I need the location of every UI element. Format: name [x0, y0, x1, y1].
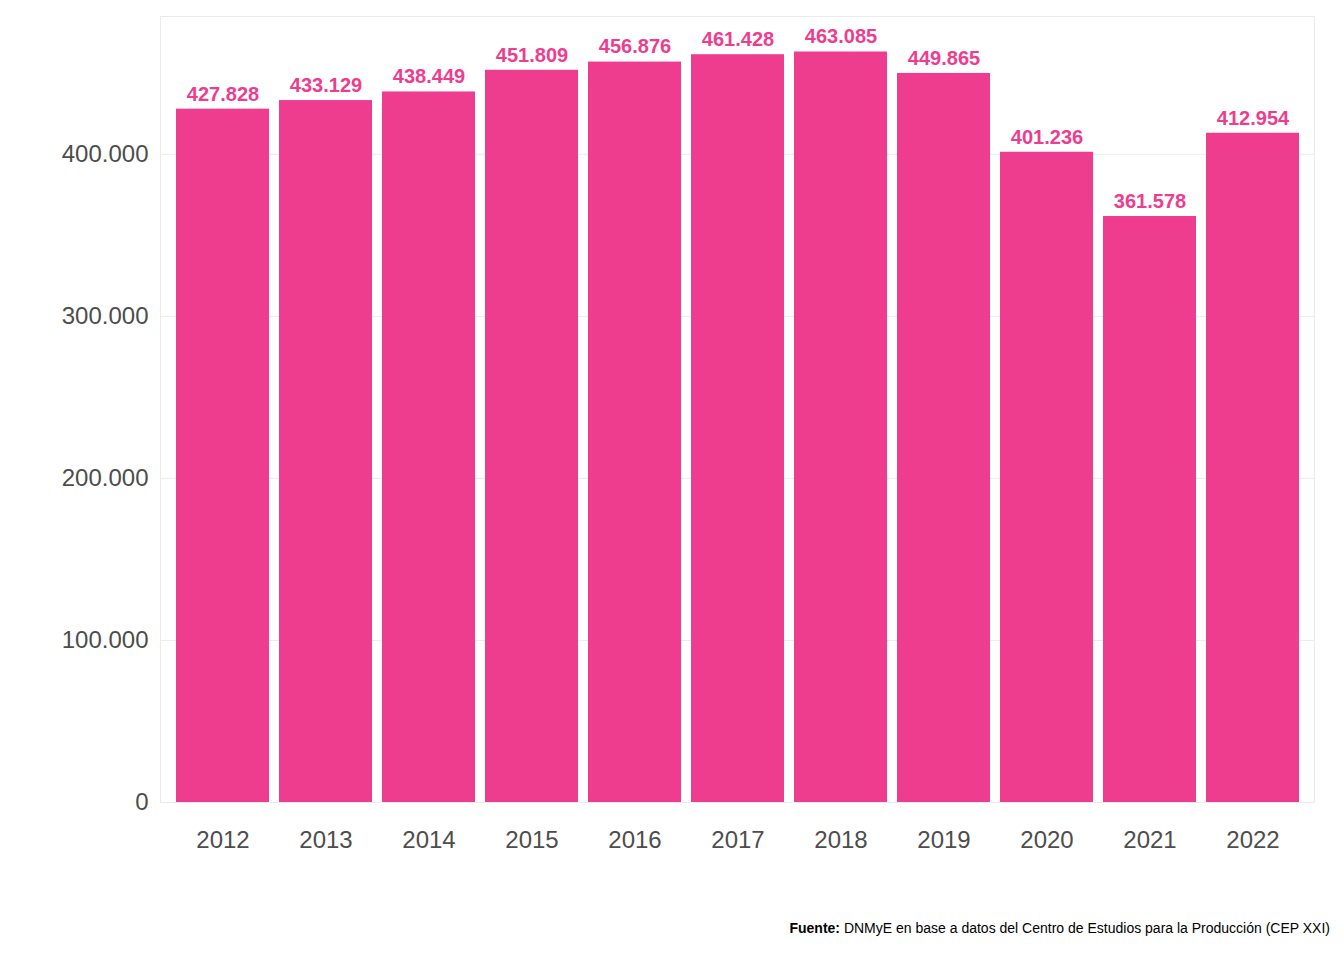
svg-text:2016: 2016 — [608, 826, 661, 853]
svg-text:2014: 2014 — [402, 826, 455, 853]
svg-text:401.236: 401.236 — [1011, 126, 1083, 148]
svg-text:2021: 2021 — [1123, 826, 1176, 853]
svg-text:100.000: 100.000 — [62, 626, 149, 653]
svg-text:0: 0 — [135, 788, 148, 815]
svg-text:451.809: 451.809 — [496, 44, 568, 66]
svg-text:427.828: 427.828 — [187, 83, 259, 105]
svg-text:2019: 2019 — [917, 826, 970, 853]
svg-text:463.085: 463.085 — [805, 25, 877, 47]
svg-text:438.449: 438.449 — [393, 65, 465, 87]
svg-text:200.000: 200.000 — [62, 464, 149, 491]
svg-text:2020: 2020 — [1020, 826, 1073, 853]
svg-text:300.000: 300.000 — [62, 302, 149, 329]
svg-text:412.954: 412.954 — [1217, 107, 1290, 129]
svg-text:2012: 2012 — [196, 826, 249, 853]
svg-text:2022: 2022 — [1226, 826, 1279, 853]
svg-text:361.578: 361.578 — [1114, 190, 1186, 212]
svg-text:2017: 2017 — [711, 826, 764, 853]
svg-text:456.876: 456.876 — [599, 35, 671, 57]
svg-text:2018: 2018 — [814, 826, 867, 853]
html-text:Fuente: DNMyE en base a datos: Fuente: DNMyE en base a datos del Centro… — [789, 920, 1330, 936]
svg-text:2015: 2015 — [505, 826, 558, 853]
svg-text:449.865: 449.865 — [908, 47, 980, 69]
svg-text:400.000: 400.000 — [62, 140, 149, 167]
svg-text:433.129: 433.129 — [290, 74, 362, 96]
svg-text:461.428: 461.428 — [702, 28, 774, 50]
svg-text:2013: 2013 — [299, 826, 352, 853]
